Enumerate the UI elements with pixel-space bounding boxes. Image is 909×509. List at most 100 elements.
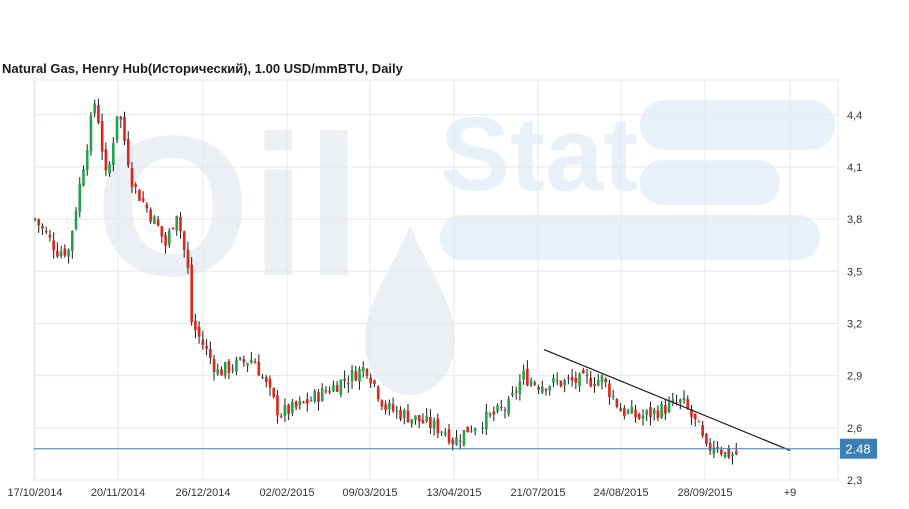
candle [167, 228, 171, 248]
candle [276, 390, 279, 424]
candle [511, 386, 514, 398]
candle-body [305, 399, 309, 404]
candle [507, 396, 511, 417]
candle-body [608, 383, 611, 397]
candle-body [238, 357, 242, 360]
candle [231, 364, 234, 374]
candle-body [623, 408, 626, 416]
current-price-label: 2.48 [845, 442, 870, 457]
candle [78, 177, 82, 218]
candle-body [529, 380, 533, 386]
y-tick-label: 3,2 [847, 318, 862, 330]
candle [197, 321, 201, 344]
candle [667, 396, 671, 414]
x-tick-label: 28/09/2015 [677, 487, 732, 499]
candle [141, 191, 145, 203]
candle [354, 365, 358, 382]
candle-body [567, 377, 570, 379]
candle [138, 189, 141, 201]
candle [425, 408, 428, 423]
candle-body [637, 414, 641, 419]
candle [179, 211, 182, 239]
candle [604, 377, 607, 388]
candle-body [160, 226, 164, 237]
watermark-drop-icon [365, 225, 455, 395]
candle [108, 161, 111, 177]
candle [458, 434, 462, 450]
candle-body [279, 416, 283, 418]
candle-body [268, 378, 272, 388]
candle [395, 405, 399, 419]
x-tick-label: +9 [784, 487, 797, 499]
candle-body [716, 447, 719, 449]
candle-body [481, 427, 484, 429]
candle-body [74, 211, 78, 229]
candle [462, 429, 466, 447]
trend-line [543, 349, 791, 451]
candle-body [231, 369, 234, 371]
candle-body [164, 234, 167, 246]
candle [473, 427, 477, 436]
candle [212, 354, 216, 381]
candle-body [227, 361, 231, 373]
candlestick-series [33, 98, 738, 465]
candle [56, 242, 59, 259]
candle [380, 399, 384, 411]
candle [388, 399, 391, 416]
candle-body [619, 408, 622, 412]
candle-body [33, 218, 37, 220]
candle [723, 451, 727, 459]
candle [421, 413, 425, 424]
candle [130, 161, 134, 193]
candle [682, 390, 686, 404]
candle-body [466, 426, 469, 433]
candle [298, 396, 302, 410]
candle [533, 380, 537, 387]
candle [175, 215, 179, 236]
candle-body [37, 219, 41, 226]
candle-body [671, 399, 675, 403]
x-tick-label: 17/10/2014 [7, 487, 62, 499]
candle-body [119, 116, 123, 120]
x-axis: 17/10/2014 20/11/2014 26/12/2014 02/02/2015… [7, 487, 796, 499]
candle [302, 400, 305, 404]
candle-body [115, 116, 119, 141]
candle-body [246, 363, 249, 366]
candle-body [600, 375, 604, 383]
candle-body [537, 386, 540, 390]
candle-body [41, 225, 44, 229]
candle [544, 388, 548, 396]
candle-body [272, 388, 276, 397]
candle-body [264, 377, 268, 382]
candle [705, 433, 708, 447]
candle [611, 389, 615, 400]
candle [71, 230, 74, 259]
candle [85, 144, 89, 176]
watermark-stat-text: Stat [440, 96, 638, 213]
candle-body [425, 416, 428, 422]
candle [238, 356, 242, 361]
candle-body [574, 377, 578, 383]
candle [48, 229, 52, 242]
candle-body [71, 231, 74, 251]
candle [582, 367, 585, 374]
candle [220, 366, 223, 376]
candle [406, 403, 410, 423]
candle [432, 417, 436, 436]
candle-body [320, 387, 324, 402]
candle [727, 444, 731, 460]
chart-grid [33, 79, 839, 481]
candle [649, 401, 652, 426]
candle [600, 374, 604, 390]
candle-body [209, 349, 212, 358]
candle-body [85, 150, 89, 171]
candle [317, 389, 320, 411]
candle-body [734, 450, 738, 455]
candle-body [436, 418, 440, 434]
candle [693, 413, 697, 427]
candle-body [298, 400, 302, 406]
candle-body [123, 116, 126, 141]
candle-body [675, 401, 678, 403]
candle-body [731, 454, 734, 456]
